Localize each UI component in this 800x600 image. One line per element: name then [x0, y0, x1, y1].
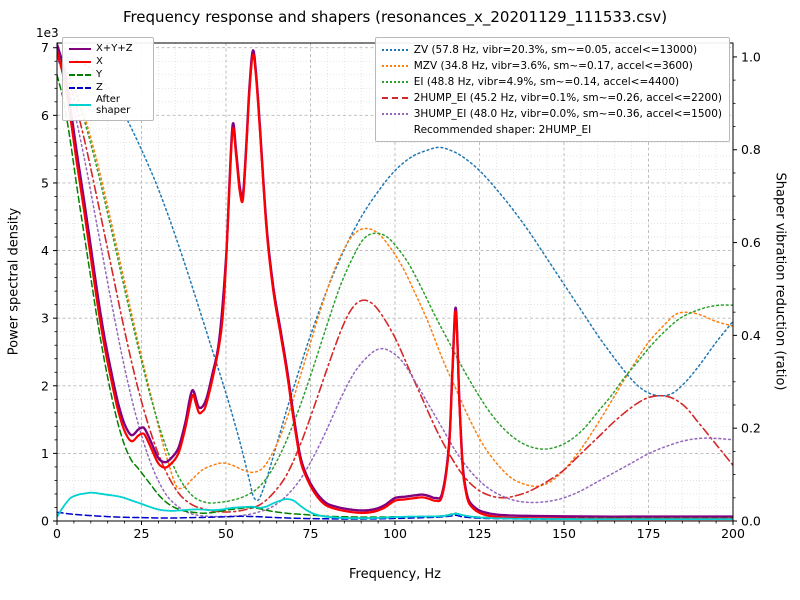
- legend-label-3hump-ei: 3HUMP_EI (48.0 Hz, vibr=0.0%, sm~=0.36, …: [413, 108, 722, 120]
- curve-zv: [57, 56, 733, 502]
- curve-3hump-ei: [57, 56, 733, 518]
- tick-label: 0.0: [741, 514, 761, 529]
- tick-label: 100: [383, 526, 407, 541]
- tick-label: 3: [41, 311, 49, 326]
- tick-label: 0.2: [741, 421, 761, 436]
- legend-item-z: Z: [69, 81, 146, 94]
- tick-label: 0.8: [741, 142, 761, 157]
- tick-label: 200: [721, 526, 745, 541]
- y-axis-label-right: Shaper vibration reduction (ratio): [772, 172, 788, 391]
- curve-after-shaper: [57, 491, 733, 520]
- tick-label: 125: [468, 526, 492, 541]
- legend-item-mzv: MZV (34.8 Hz, vibr=3.6%, sm~=0.17, accel…: [381, 58, 722, 74]
- curve-z: [57, 511, 733, 521]
- legend-label-mzv: MZV (34.8 Hz, vibr=3.6%, sm~=0.17, accel…: [413, 60, 693, 72]
- legend-label-zv: ZV (57.8 Hz, vibr=20.3%, sm~=0.05, accel…: [413, 44, 698, 56]
- y-axis-offset-label: 1e3: [36, 26, 59, 40]
- legend-line-3hump-ei: [381, 113, 408, 115]
- tick-label: 6: [41, 108, 49, 123]
- tick-label: 0: [41, 514, 49, 529]
- legend-line-ei: [381, 81, 408, 83]
- legend-item-x: X: [69, 55, 146, 68]
- legend-line-y: [69, 73, 91, 76]
- tick-label: 175: [637, 526, 661, 541]
- tick-label: 0.4: [741, 328, 761, 343]
- tick-label: 0: [53, 526, 61, 541]
- tick-label: 5: [41, 175, 49, 190]
- chart-title: Frequency response and shapers (resonanc…: [122, 8, 668, 26]
- tick-label: 150: [552, 526, 576, 541]
- legend-label-after-shaper: After shaper: [96, 94, 131, 116]
- tick-label: 0.6: [741, 235, 761, 250]
- legend-line-x: [69, 60, 91, 63]
- legend-item-3hump-ei: 3HUMP_EI (48.0 Hz, vibr=0.0%, sm~=0.36, …: [381, 106, 722, 122]
- tick-label: 1: [41, 446, 49, 461]
- tick-label: 50: [218, 526, 234, 541]
- curves: [57, 43, 733, 521]
- tick-label: 25: [134, 526, 150, 541]
- legend-item-2hump-ei: 2HUMP_EI (45.2 Hz, vibr=0.1%, sm~=0.26, …: [381, 90, 722, 106]
- legend-line-zv: [381, 49, 408, 51]
- legend-line-z: [69, 86, 91, 89]
- legend-label-z: Z: [96, 82, 103, 93]
- ticks: 0 25 50 75 100 125 150 175 200 0 1 2 3 4 5 6 7 0.0 0.2 0.4 0…: [41, 40, 761, 541]
- legend-label-y: Y: [96, 69, 103, 80]
- curve-mzv: [57, 56, 733, 490]
- curve-x: [57, 50, 733, 521]
- recommended-shaper-note: Recommended shaper: 2HUMP_EI: [413, 123, 592, 136]
- legend-psd: X+Y+Z X Y Z After shaper: [62, 37, 154, 121]
- legend-line-xyz: [69, 47, 91, 50]
- tick-label: 2: [41, 378, 49, 393]
- tick-label: 75: [303, 526, 319, 541]
- y-axis-label-left: Power spectral density: [6, 207, 22, 356]
- legend-label-2hump-ei: 2HUMP_EI (45.2 Hz, vibr=0.1%, sm~=0.26, …: [413, 92, 722, 104]
- tick-label: 7: [41, 40, 49, 55]
- tick-label: 4: [41, 243, 49, 258]
- legend-label-ei: EI (48.8 Hz, vibr=4.9%, sm~=0.14, accel<…: [413, 76, 680, 88]
- legend-label-xyz: X+Y+Z: [96, 43, 133, 54]
- legend-item-y: Y: [69, 68, 146, 81]
- legend-label-x: X: [96, 56, 103, 67]
- legend-item-xyz: X+Y+Z: [69, 42, 146, 55]
- legend-shapers: ZV (57.8 Hz, vibr=20.3%, sm~=0.05, accel…: [374, 37, 730, 142]
- legend-item-ei: EI (48.8 Hz, vibr=4.9%, sm~=0.14, accel<…: [381, 74, 722, 90]
- x-axis-label: Frequency, Hz: [348, 567, 442, 582]
- tick-label: 1.0: [741, 49, 761, 64]
- legend-line-mzv: [381, 65, 408, 67]
- curve-2hump-ei: [57, 56, 733, 513]
- legend-item-zv: ZV (57.8 Hz, vibr=20.3%, sm~=0.05, accel…: [381, 42, 722, 58]
- legend-line-2hump-ei: [381, 97, 408, 99]
- legend-item-after-shaper: After shaper: [69, 94, 146, 116]
- legend-line-after-shaper: [69, 104, 91, 106]
